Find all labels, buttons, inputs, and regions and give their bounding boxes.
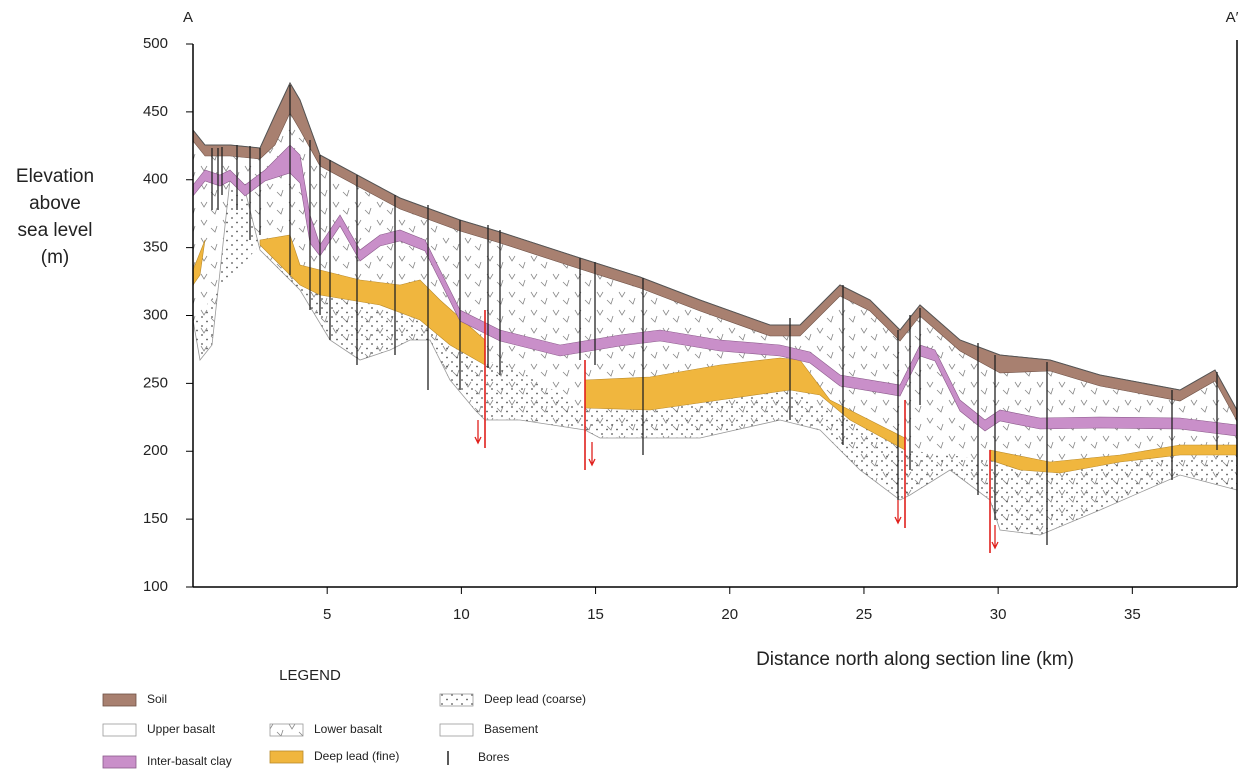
legend-swatch [102,755,137,769]
deep-lead-fine [989,444,1238,474]
legend-swatch [102,693,137,707]
legend-title: LEGEND [279,667,341,684]
x-tick-label: 30 [990,606,1007,623]
y-tick-label: 500 [143,35,168,52]
fault-arrow [894,500,902,525]
y-axis-label: Elevation [16,166,94,187]
legend-label: Deep lead (coarse) [484,692,586,706]
fault-arrow [474,420,482,445]
legend-swatch [269,723,304,737]
x-tick-label: 20 [721,606,738,623]
legend-swatch [439,723,474,737]
legend-swatch [102,723,137,737]
legend-label: Deep lead (fine) [314,749,399,763]
legend-label: Lower basalt [314,722,383,736]
section-end: A′ [1226,9,1239,26]
x-tick-label: 15 [587,606,604,623]
legend-label: Bores [478,750,509,764]
y-tick-label: 300 [143,306,168,323]
fault-arrow [588,442,596,467]
y-tick-label: 400 [143,171,168,188]
y-tick-label: 100 [143,578,168,595]
legend-label: Basement [484,722,539,736]
x-tick-label: 10 [453,606,470,623]
y-tick-label: 150 [143,510,168,527]
section-start: A [183,9,193,26]
y-tick-label: 350 [143,239,168,256]
y-tick-label: 250 [143,374,168,391]
ground-surface [192,81,1238,411]
legend-label: Inter-basalt clay [147,754,232,768]
y-axis-label: above [29,193,81,214]
legend-swatch [439,693,474,707]
y-tick-label: 450 [143,103,168,120]
y-axis-label: (m) [41,247,69,268]
y-axis-label: sea level [18,220,93,241]
legend-label: Soil [147,692,167,706]
legend-swatch [269,750,304,764]
x-axis-label: Distance north along section line (km) [756,649,1074,670]
y-tick-label: 200 [143,442,168,459]
legend-label: Upper basalt [147,722,216,736]
x-tick-label: 35 [1124,606,1141,623]
fault-arrow [991,525,999,550]
x-tick-label: 25 [856,606,873,623]
geology [192,81,1238,553]
x-tick-label: 5 [323,606,331,623]
